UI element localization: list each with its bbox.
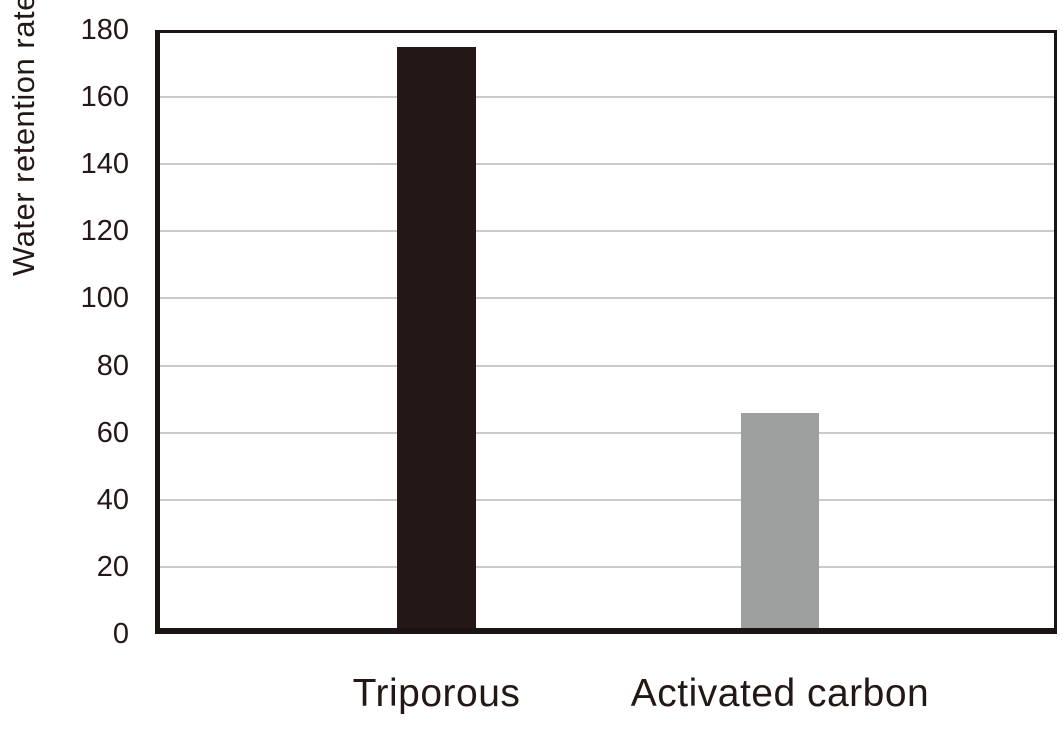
y-tick-180: 180 xyxy=(80,14,129,46)
plot-area xyxy=(155,30,1057,634)
gridline-20 xyxy=(160,565,1054,568)
y-tick-160: 160 xyxy=(80,81,129,114)
gridline-140 xyxy=(160,163,1054,166)
bar-triporous xyxy=(397,46,476,628)
y-tick-120: 120 xyxy=(80,215,129,248)
gridline-160 xyxy=(160,96,1054,99)
gridline-40 xyxy=(160,498,1054,501)
y-tick-20: 20 xyxy=(96,550,129,583)
y-tick-0: 0 xyxy=(112,618,129,650)
y-tick-140: 140 xyxy=(80,148,129,181)
y-tick-60: 60 xyxy=(96,416,129,449)
x-label-triporous: Triporous xyxy=(352,672,521,715)
y-tick-100: 100 xyxy=(80,282,129,315)
y-tick-40: 40 xyxy=(96,483,129,516)
y-tick-80: 80 xyxy=(96,349,129,382)
gridline-100 xyxy=(160,297,1054,300)
bar-activated-carbon xyxy=(741,412,819,628)
gridline-120 xyxy=(160,230,1054,233)
gridline-60 xyxy=(160,431,1054,434)
gridline-80 xyxy=(160,364,1054,367)
x-label-activated-carbon: Activated carbon xyxy=(630,672,930,715)
